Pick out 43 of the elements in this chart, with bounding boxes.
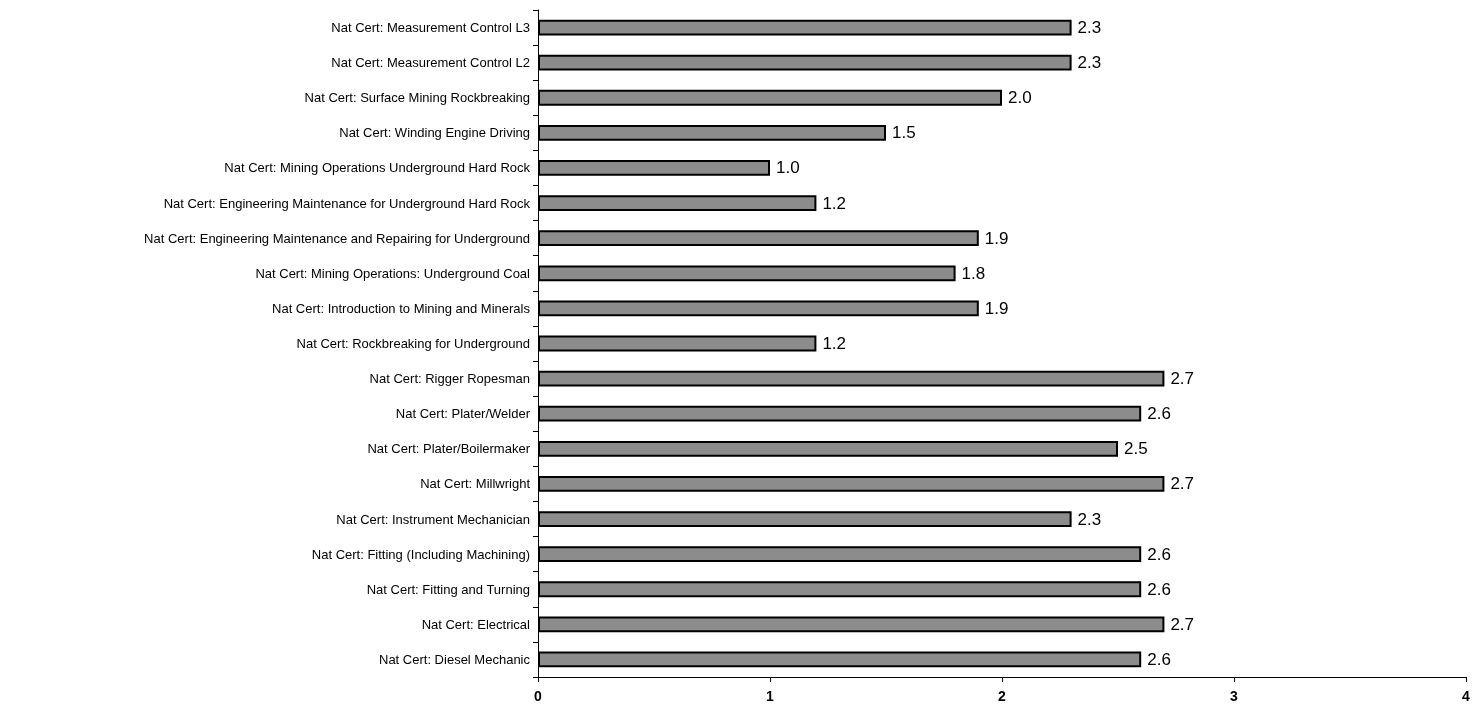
data-label: 2.6 [1147, 544, 1171, 564]
data-label: 1.8 [961, 263, 986, 283]
data-label: 2.6 [1147, 579, 1171, 599]
y-tick-label: Nat Cert: Surface Mining Rockbreaking [304, 90, 530, 106]
data-label: 2.6 [1147, 404, 1171, 424]
y-tick-label: Nat Cert: Introduction to Mining and Minerals [272, 300, 531, 316]
data-label: 2.7 [1170, 474, 1195, 494]
data-label: 1.2 [822, 334, 847, 353]
y-tick-label: Nat Cert: Engineering Maintenance for Underground Hard Rock [163, 195, 531, 211]
y-tick-label: Nat Cert: Measurement Control L2 [331, 55, 530, 71]
data-label: 1.9 [984, 298, 1009, 318]
data-label: 2.6 [1147, 649, 1171, 669]
y-tick-label: Nat Cert: Plater/Welder [395, 406, 531, 422]
data-label: 2.7 [1170, 369, 1195, 389]
y-tick-label: Nat Cert: Engineering Maintenance and Repairing for Underground [144, 230, 530, 246]
y-tick-label: Nat Cert: Winding Engine Driving [339, 125, 530, 141]
data-label: 1.5 [892, 123, 916, 143]
x-tick-label: 4 [1462, 688, 1471, 704]
data-label: 1.9 [984, 228, 1009, 248]
data-label: 2.3 [1077, 53, 1102, 73]
data-label: 2.3 [1077, 509, 1102, 529]
data-label: 2.0 [1008, 88, 1032, 108]
y-tick-label: Nat Cert: Electrical [421, 616, 531, 632]
data-label: 1.0 [776, 158, 800, 178]
y-tick-label: Nat Cert: Diesel Mechanic [379, 651, 531, 667]
y-tick-label: Nat Cert: Plater/Boilermaker [367, 441, 531, 457]
y-tick-label: Nat Cert: Measurement Control L3 [331, 20, 530, 36]
y-tick-label: Nat Cert: Fitting and Turning [366, 581, 530, 597]
data-label: 2.3 [1077, 18, 1102, 38]
y-tick-label: Nat Cert: Instrument Mechanician [336, 511, 530, 527]
y-tick-label: Nat Cert: Rockbreaking for Underground [296, 336, 530, 351]
y-tick-label: Nat Cert: Mining Operations Underground Hard Rock [224, 160, 531, 176]
x-tick-label: 0 [534, 688, 543, 704]
y-tick-label: Nat Cert: Fitting (Including Machining) [311, 546, 530, 562]
x-tick-label: 3 [1230, 688, 1239, 704]
y-tick-label: Nat Cert: Millwright [420, 476, 531, 492]
y-tick-label: Nat Cert: Mining Operations: Underground Coal [255, 265, 531, 281]
data-label: 2.5 [1124, 439, 1148, 459]
data-label: 1.2 [822, 193, 847, 213]
x-tick-label: 1 [766, 688, 775, 704]
y-tick-label: Nat Cert: Rigger Ropesman [369, 371, 530, 387]
data-label: 2.7 [1170, 614, 1195, 634]
x-tick-label: 2 [998, 688, 1007, 704]
